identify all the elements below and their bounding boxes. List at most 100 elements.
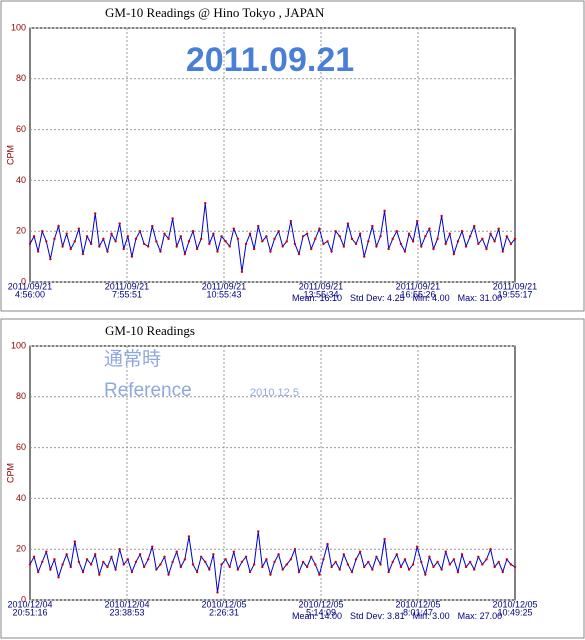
data-point [285, 563, 288, 566]
data-point [415, 219, 419, 223]
data-point [305, 232, 309, 235]
data-point [297, 252, 301, 256]
y-axis-label: CPM [5, 145, 15, 165]
data-point [456, 240, 460, 243]
data-point [199, 237, 203, 241]
data-point [224, 558, 227, 561]
data-point [265, 235, 268, 238]
data-point [89, 563, 93, 566]
data-point [146, 558, 150, 561]
data-point [269, 573, 272, 576]
data-point [318, 573, 321, 576]
data-point [481, 237, 484, 241]
x-tick-time: 16:55:26 [400, 289, 435, 299]
data-point [187, 535, 191, 538]
data-point [236, 237, 240, 241]
data-point [444, 550, 447, 553]
data-point [505, 558, 509, 561]
data-point [257, 224, 260, 228]
data-point [134, 560, 138, 564]
data-point [61, 245, 64, 248]
data-point [350, 570, 354, 574]
data-point [163, 232, 166, 235]
data-point [208, 568, 211, 571]
data-point [85, 235, 89, 238]
data-point [281, 245, 284, 248]
data-point [65, 232, 68, 235]
data-point [204, 560, 207, 564]
data-point [89, 242, 93, 246]
data-point [94, 553, 97, 556]
x-tick-time: 4:56:00 [15, 289, 45, 299]
data-point [114, 240, 117, 243]
data-point [322, 558, 325, 561]
data-point [114, 568, 117, 571]
data-point [460, 230, 464, 233]
x-tick-time: 20:51:16 [12, 607, 47, 617]
data-point [297, 570, 301, 574]
data-point [36, 250, 40, 253]
data-point [464, 565, 468, 569]
x-tick-date: 2011/09/21 [105, 281, 149, 291]
data-point [244, 555, 248, 559]
data-point [354, 242, 358, 246]
data-point [220, 563, 223, 566]
data-point [346, 563, 350, 566]
data-point [175, 550, 178, 553]
data-point [175, 245, 178, 248]
data-point [509, 563, 513, 566]
data-point [395, 553, 399, 556]
plot-area [29, 27, 516, 283]
y-tick-label: 0 [21, 276, 26, 286]
x-tick-date: 2011/09/21 [493, 281, 537, 291]
data-point [301, 235, 305, 238]
data-point [240, 560, 244, 564]
data-point [513, 565, 517, 569]
data-point [126, 235, 130, 238]
data-point [477, 242, 480, 246]
data-point [375, 245, 378, 248]
data-point [244, 242, 248, 246]
x-tick-time: 23:38:53 [109, 607, 144, 617]
data-point [477, 555, 480, 559]
data-point [452, 558, 456, 561]
y-tick-label: 20 [16, 226, 26, 236]
data-point [171, 217, 174, 220]
data-point [130, 255, 134, 258]
data-point [473, 568, 476, 571]
data-point [326, 542, 329, 546]
data-point [314, 237, 317, 241]
data-point [485, 558, 488, 561]
y-tick-label: 0 [21, 594, 26, 604]
x-tick-date: 2010/12/05 [298, 599, 343, 609]
data-point [155, 240, 158, 243]
stat-item: Mean: 14.00 [292, 611, 342, 621]
data-point [448, 563, 451, 566]
data-point [110, 232, 113, 235]
data-point [440, 568, 443, 571]
data-point [493, 240, 496, 243]
stat-item: Max: 31.00 [458, 293, 503, 303]
data-point [468, 560, 472, 564]
data-point [159, 250, 162, 253]
data-point [424, 573, 427, 576]
data-point [432, 247, 435, 251]
data-point [399, 242, 403, 246]
data-point [310, 247, 313, 251]
data-point [236, 568, 240, 571]
data-point [32, 235, 36, 238]
data-point [403, 250, 407, 253]
data-point [191, 230, 195, 233]
data-point [375, 555, 378, 559]
stats: Mean: 14.00 Std Dev: 3.81 Min: 3.00 Max: 27… [292, 611, 502, 621]
x-tick-date: 2011/09/21 [8, 281, 52, 291]
data-point [391, 560, 394, 564]
data-point [326, 240, 329, 243]
data-point [183, 558, 187, 561]
data-point [220, 235, 223, 238]
data-point [142, 565, 146, 569]
y-tick-label: 80 [16, 391, 26, 401]
data-point [199, 555, 203, 559]
data-point [310, 555, 313, 559]
data-point [383, 537, 386, 541]
